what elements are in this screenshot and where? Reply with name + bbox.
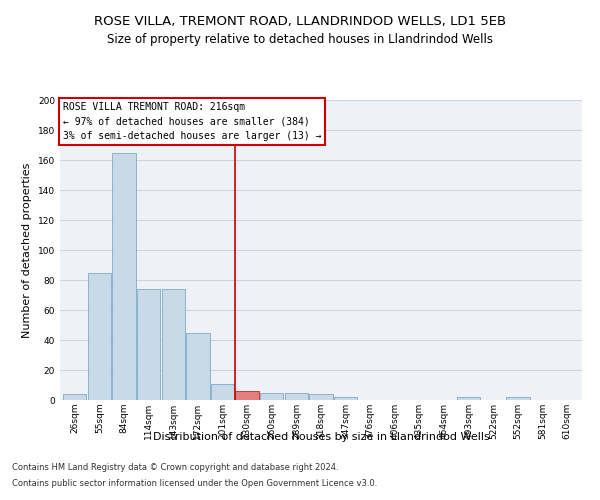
Bar [161, 289, 185, 400]
Text: Size of property relative to detached houses in Llandrindod Wells: Size of property relative to detached ho… [107, 32, 493, 46]
Bar [112, 152, 136, 400]
Bar [211, 384, 234, 400]
Bar [88, 272, 111, 400]
Bar [63, 394, 86, 400]
Text: ROSE VILLA TREMONT ROAD: 216sqm
← 97% of detached houses are smaller (384)
3% of: ROSE VILLA TREMONT ROAD: 216sqm ← 97% of… [62, 102, 321, 141]
Y-axis label: Number of detached properties: Number of detached properties [22, 162, 32, 338]
Bar [334, 397, 358, 400]
Bar [260, 392, 283, 400]
Bar [137, 289, 160, 400]
Text: Contains HM Land Registry data © Crown copyright and database right 2024.: Contains HM Land Registry data © Crown c… [12, 464, 338, 472]
Bar [186, 332, 209, 400]
Bar [506, 397, 530, 400]
Bar [235, 391, 259, 400]
Bar [310, 394, 332, 400]
Bar [457, 397, 481, 400]
Bar [284, 392, 308, 400]
Text: Contains public sector information licensed under the Open Government Licence v3: Contains public sector information licen… [12, 478, 377, 488]
Text: Distribution of detached houses by size in Llandrindod Wells: Distribution of detached houses by size … [152, 432, 490, 442]
Text: ROSE VILLA, TREMONT ROAD, LLANDRINDOD WELLS, LD1 5EB: ROSE VILLA, TREMONT ROAD, LLANDRINDOD WE… [94, 15, 506, 28]
